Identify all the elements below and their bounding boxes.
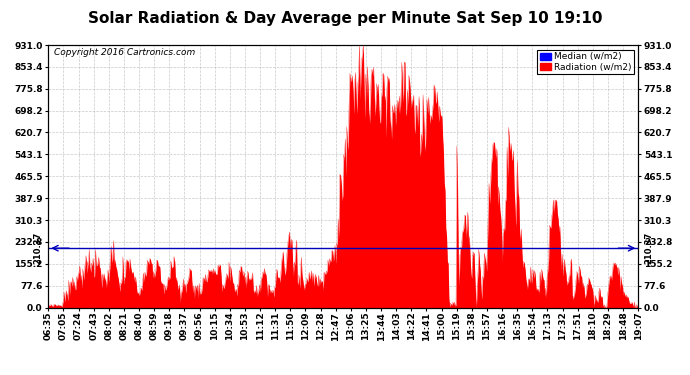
Text: 210.37: 210.37 [33,232,42,264]
Text: Copyright 2016 Cartronics.com: Copyright 2016 Cartronics.com [55,48,195,57]
Legend: Median (w/m2), Radiation (w/m2): Median (w/m2), Radiation (w/m2) [538,50,633,74]
Text: 210.37: 210.37 [644,232,653,264]
Text: Solar Radiation & Day Average per Minute Sat Sep 10 19:10: Solar Radiation & Day Average per Minute… [88,11,602,26]
